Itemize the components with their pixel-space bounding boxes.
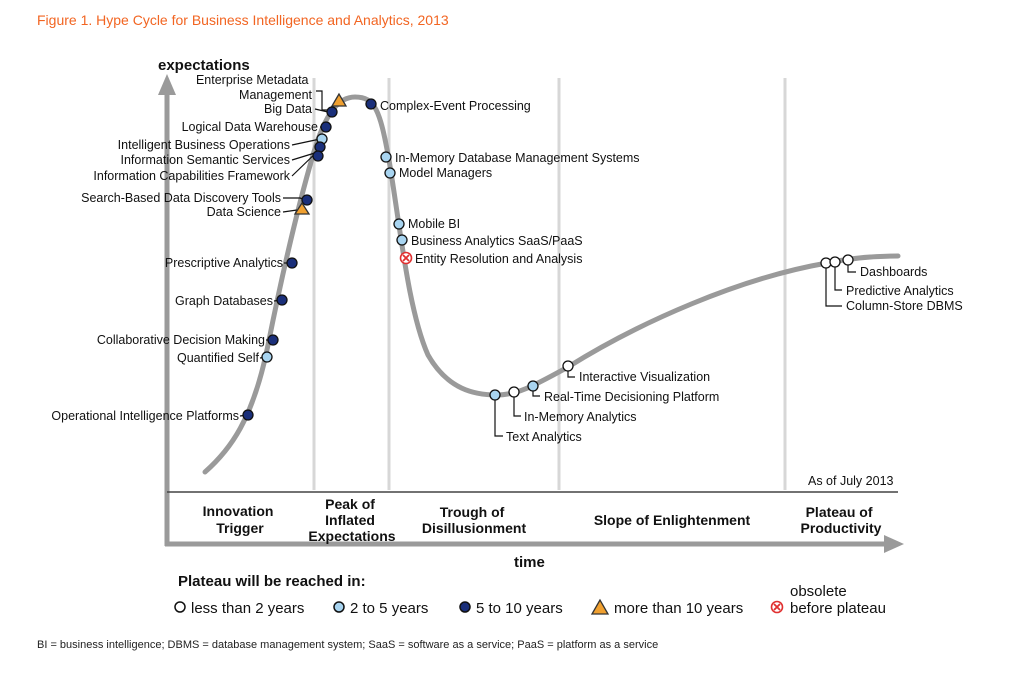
label-enterprise-metadata: Enterprise Metadata Management [196, 73, 313, 102]
label-imdbms: In-Memory Database Management Systems [395, 151, 640, 165]
markers [242, 92, 854, 421]
label-icf: Information Capabilities Framework [93, 169, 290, 183]
label-interactive-viz: Interactive Visualization [579, 370, 710, 384]
x-axis [165, 491, 904, 553]
marker-imdbms [380, 151, 392, 163]
legend-obsolete-label-line2: before plateau [790, 600, 886, 617]
phase-peak: Peak of Inflated Expectations [308, 496, 395, 544]
label-model-mgr: Model Managers [399, 166, 492, 180]
marker-in-memory-analytics [508, 386, 520, 398]
label-sbdd: Search-Based Data Discovery Tools [81, 191, 281, 205]
label-entity-res: Entity Resolution and Analysis [415, 252, 582, 266]
legend-gt10-label: more than 10 years [614, 600, 743, 617]
legend-gt10-symbol [590, 598, 610, 615]
label-text-analytics: Text Analytics [506, 430, 582, 444]
legend: less than 2 years 2 to 5 years 5 to 10 y… [174, 583, 886, 617]
marker-oip [242, 409, 254, 421]
marker-entity-res [399, 251, 413, 265]
label-cep: Complex-Event Processing [380, 99, 531, 113]
phase-trough: Trough of Disillusionment [422, 504, 527, 536]
label-column-store: Column-Store DBMS [846, 299, 963, 313]
label-collab: Collaborative Decision Making [97, 333, 265, 347]
marker-cep [365, 98, 377, 110]
phase-innovation-trigger: Innovation Trigger [203, 503, 278, 536]
legend-lt2-label: less than 2 years [191, 600, 304, 617]
legend-title: Plateau will be reached in: [178, 573, 366, 590]
footnote: BI = business intelligence; DBMS = datab… [37, 639, 658, 651]
y-axis-label: expectations [158, 57, 250, 74]
label-ibo: Intelligent Business Operations [118, 138, 290, 152]
y-axis [158, 74, 176, 546]
label-logical-dw: Logical Data Warehouse [182, 120, 318, 134]
phase-plateau: Plateau of Productivity [801, 504, 882, 536]
marker-model-mgr [384, 167, 396, 179]
label-dashboards: Dashboards [860, 265, 927, 279]
phase-slope: Slope of Enlightenment [594, 512, 751, 528]
as-of-date: As of July 2013 [808, 474, 894, 488]
legend-2to5-label: 2 to 5 years [350, 600, 428, 617]
legend-2to5-symbol [333, 601, 345, 613]
label-big-data: Big Data [264, 102, 312, 116]
marker-collab [267, 334, 279, 346]
marker-prescriptive [286, 257, 298, 269]
marker-interactive-viz [562, 360, 574, 372]
marker-sbdd [301, 194, 313, 206]
marker-big-data [326, 106, 338, 118]
x-axis-label: time [514, 554, 545, 571]
legend-5to10-label: 5 to 10 years [476, 600, 563, 617]
marker-graph-db [276, 294, 288, 306]
marker-ba-saas [396, 234, 408, 246]
marker-iss [312, 150, 324, 162]
label-iss: Information Semantic Services [120, 153, 290, 167]
marker-enterprise-metadata [330, 92, 348, 107]
legend-obsolete-symbol [770, 600, 784, 614]
label-oip: Operational Intelligence Platforms [51, 409, 239, 423]
marker-predictive [829, 256, 841, 268]
marker-data-science [293, 201, 311, 215]
marker-rtdp [527, 380, 539, 392]
label-graph-db: Graph Databases [175, 294, 273, 308]
legend-5to10-symbol [459, 601, 471, 613]
figure-title: Figure 1. Hype Cycle for Business Intell… [37, 12, 449, 28]
marker-mobile-bi [393, 218, 405, 230]
marker-quantified [261, 351, 273, 363]
marker-ibo [314, 141, 326, 153]
label-rtdp: Real-Time Decisioning Platform [544, 390, 719, 404]
marker-logical-dw [320, 121, 332, 133]
label-ba-saas: Business Analytics SaaS/PaaS [411, 234, 583, 248]
label-quantified: Quantified Self [177, 351, 260, 365]
marker-text-analytics [489, 389, 501, 401]
label-predictive: Predictive Analytics [846, 284, 954, 298]
label-in-memory-analytics: In-Memory Analytics [524, 410, 637, 424]
marker-dashboards [842, 254, 854, 266]
legend-lt2-symbol [174, 601, 186, 613]
label-mobile-bi: Mobile BI [408, 217, 460, 231]
label-data-science: Data Science [207, 205, 281, 219]
label-prescriptive: Prescriptive Analytics [165, 256, 283, 270]
legend-obsolete-label-line1: obsolete [790, 583, 847, 600]
